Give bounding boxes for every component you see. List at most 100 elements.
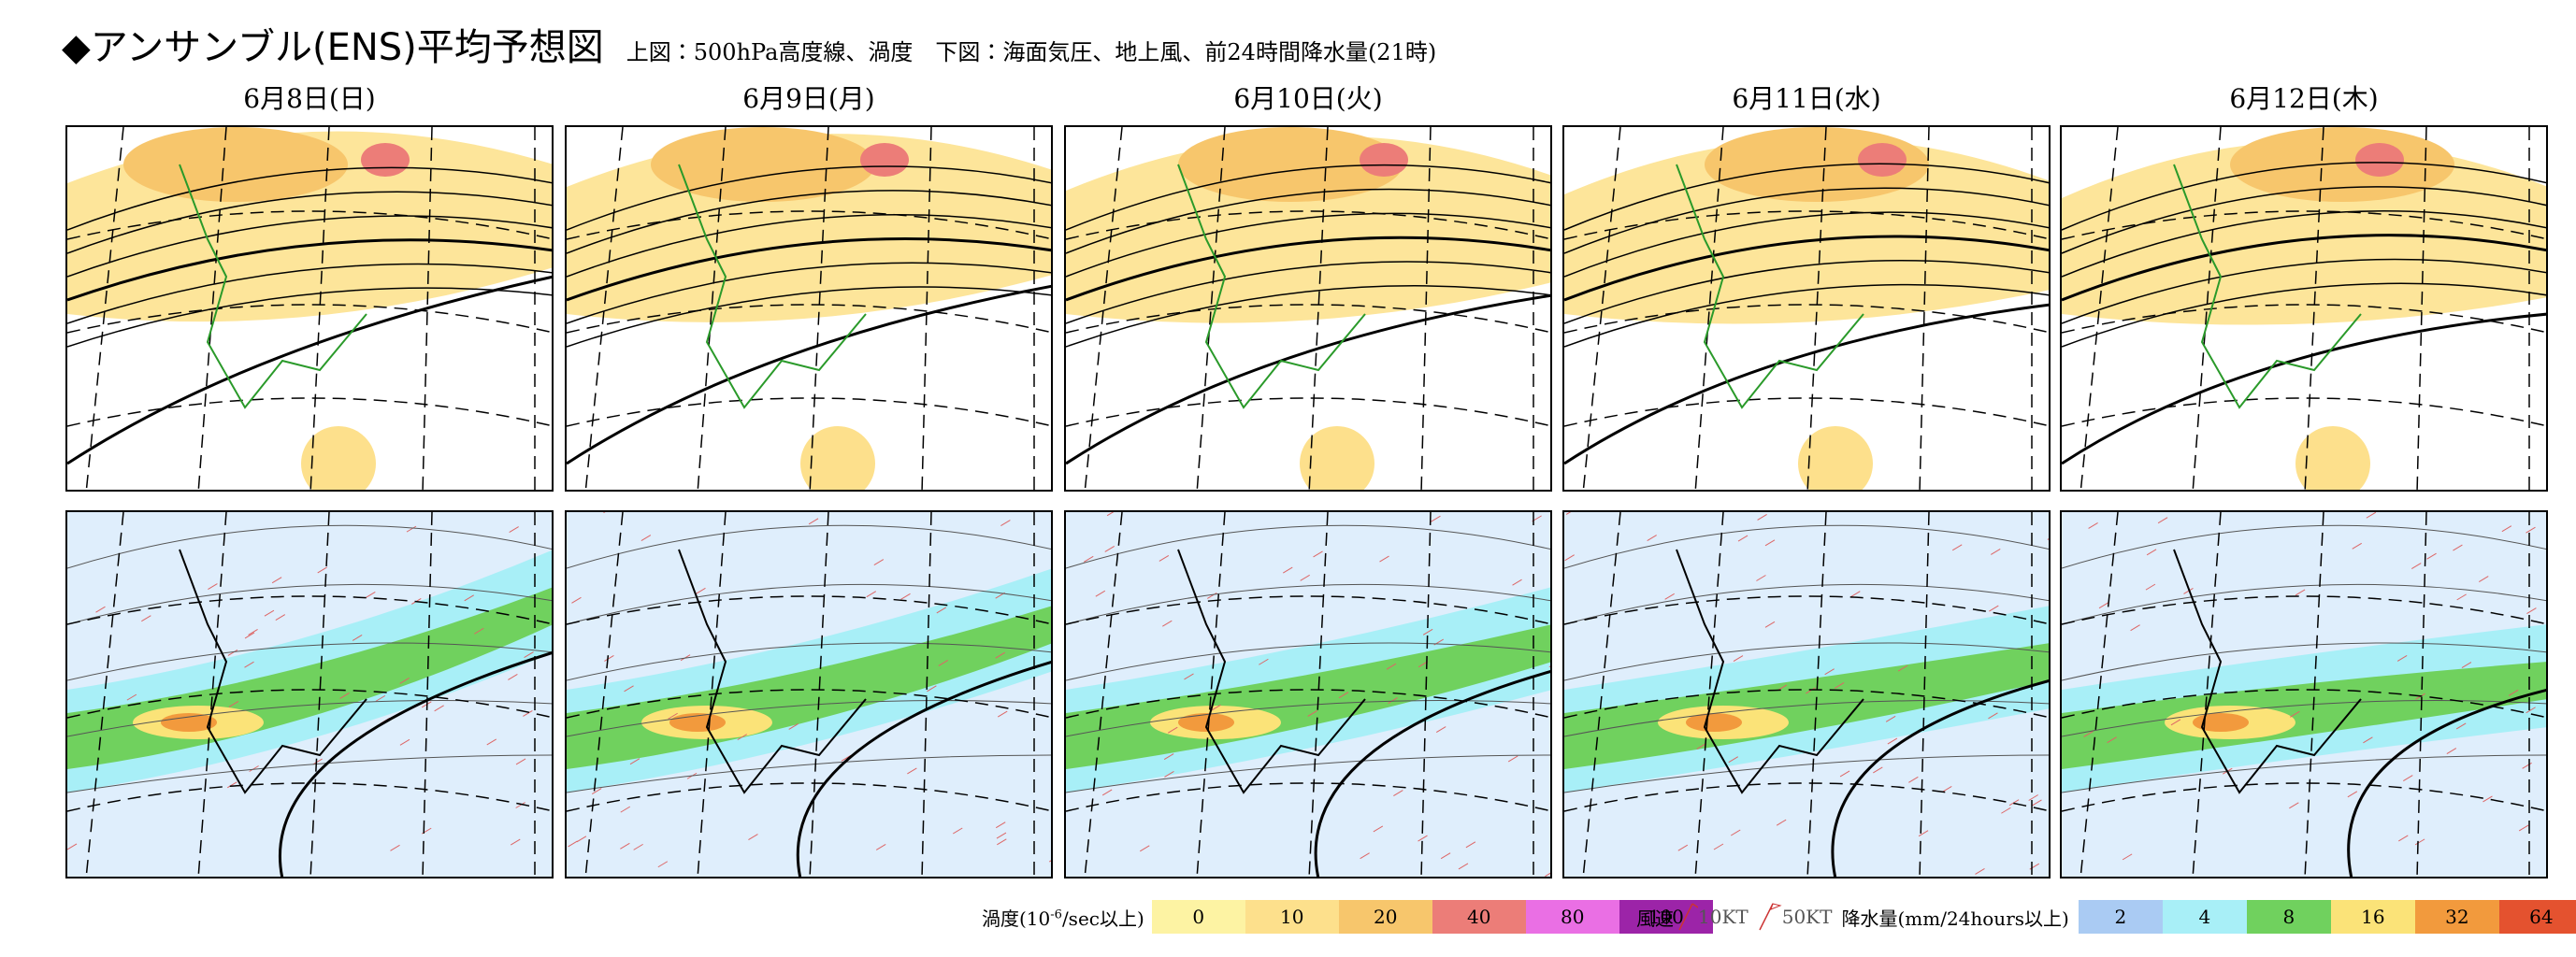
wind-barb [2508,689,2519,696]
height-contour [567,237,1051,302]
coastline [678,164,867,409]
legend-box: 32 [2414,900,2499,934]
wind-barb [1850,591,1861,598]
wind-barb [1887,737,1898,745]
wind-barb [1834,681,1845,689]
wind-barb [936,607,947,614]
wind-barb [2157,517,2168,524]
wind-barb [952,827,963,835]
wind-barb [568,840,578,848]
height-contour [1564,283,2049,348]
legend-box: 16 [2330,900,2415,934]
wind-barb [2170,719,2181,726]
height-contour [2062,234,2546,302]
coastline [1177,164,1366,409]
wind-barb [995,821,1006,829]
wind-barb [737,734,748,741]
wind-barb [1756,575,1766,581]
wind-barb [2083,730,2094,737]
wind-barb [1989,605,1999,612]
wind-barb [900,593,911,600]
height-contour [1564,187,2049,254]
wind-barb [1207,592,1217,599]
coastline [179,549,367,794]
rain-core [1686,713,1742,732]
legend-value: 20 [1374,906,1398,928]
wind-barb [1338,692,1349,699]
wind-barb [339,693,350,699]
legend-value: 8 [2282,906,2295,928]
upper-map [2060,125,2548,492]
wind-barb [1435,726,1446,734]
legend-box: 2 [2078,900,2163,934]
wind-barb [208,583,218,590]
wind-barb [434,705,444,712]
coastline [179,164,367,409]
parallel [567,595,1051,625]
legend-box: 40 [1432,900,1526,934]
wind-barb [1163,753,1174,760]
wind-barb [2098,602,2109,609]
label-part: 渦度(10 [982,907,1051,930]
height-contour [67,287,552,348]
wind-barb [1393,790,1403,796]
wind-barb [2526,607,2537,615]
wind-barb [228,700,239,707]
wind-barb [1564,554,1575,562]
vorticity-boxes: 0 10 20 40 80 100 [1151,900,1713,934]
wind-barb [997,710,1008,718]
wind-barb [2501,525,2512,533]
wind-barb [907,767,917,775]
wind-barb [996,832,1007,839]
wind-barb [1164,770,1174,778]
surface-map [2060,510,2548,878]
wind-barb [603,512,606,514]
wind-barb [1379,555,1389,563]
isobar [567,700,1051,737]
date-label: 6月8日(日) [243,83,376,114]
wind-barb [2526,707,2536,714]
vorticity-core [1858,143,1907,177]
isobar [1066,754,1550,793]
map-drawing [1066,512,1550,877]
wind-barb [486,738,497,746]
vorticity-core [1360,143,1408,177]
map-drawing [1066,127,1550,490]
isobar [1066,524,1550,569]
map-drawing [2062,512,2546,877]
wind-barb [873,559,885,565]
wind-barb [1908,776,1919,783]
date-label: 6月10日(火) [1233,83,1383,114]
rain-core [161,713,217,732]
wind-barb [1283,566,1293,574]
wind-item: 10KT [1698,906,1749,928]
wind-barb [2461,662,2472,669]
map-drawing [2062,127,2546,490]
wind-barb [1990,549,2001,555]
wind-barb [576,836,587,843]
isobar [567,754,1051,793]
upper-map [65,125,554,492]
parallel [567,689,1051,719]
wind-barb [1300,574,1310,581]
wind-barb [244,632,255,639]
wind-barb [510,838,521,846]
legend-value: 40 [1467,906,1491,928]
vorticity-band [1066,136,1550,323]
wind-barb [1211,704,1221,711]
wind-barb [399,677,410,684]
height-contour [2062,186,2546,254]
surface-map [65,510,554,878]
front-line [1314,670,1550,877]
isobar [67,700,552,737]
height-contour [67,166,552,231]
wind-barb [2122,853,2133,861]
wind-barb [2446,748,2457,755]
parallel [567,210,1051,240]
wind-barb [1313,550,1323,558]
legend-box: 0 [1151,900,1245,934]
vorticity-blob [651,127,875,202]
vorticity-blob [123,127,348,202]
height-contour [67,191,552,254]
wind-barb [1158,554,1170,562]
